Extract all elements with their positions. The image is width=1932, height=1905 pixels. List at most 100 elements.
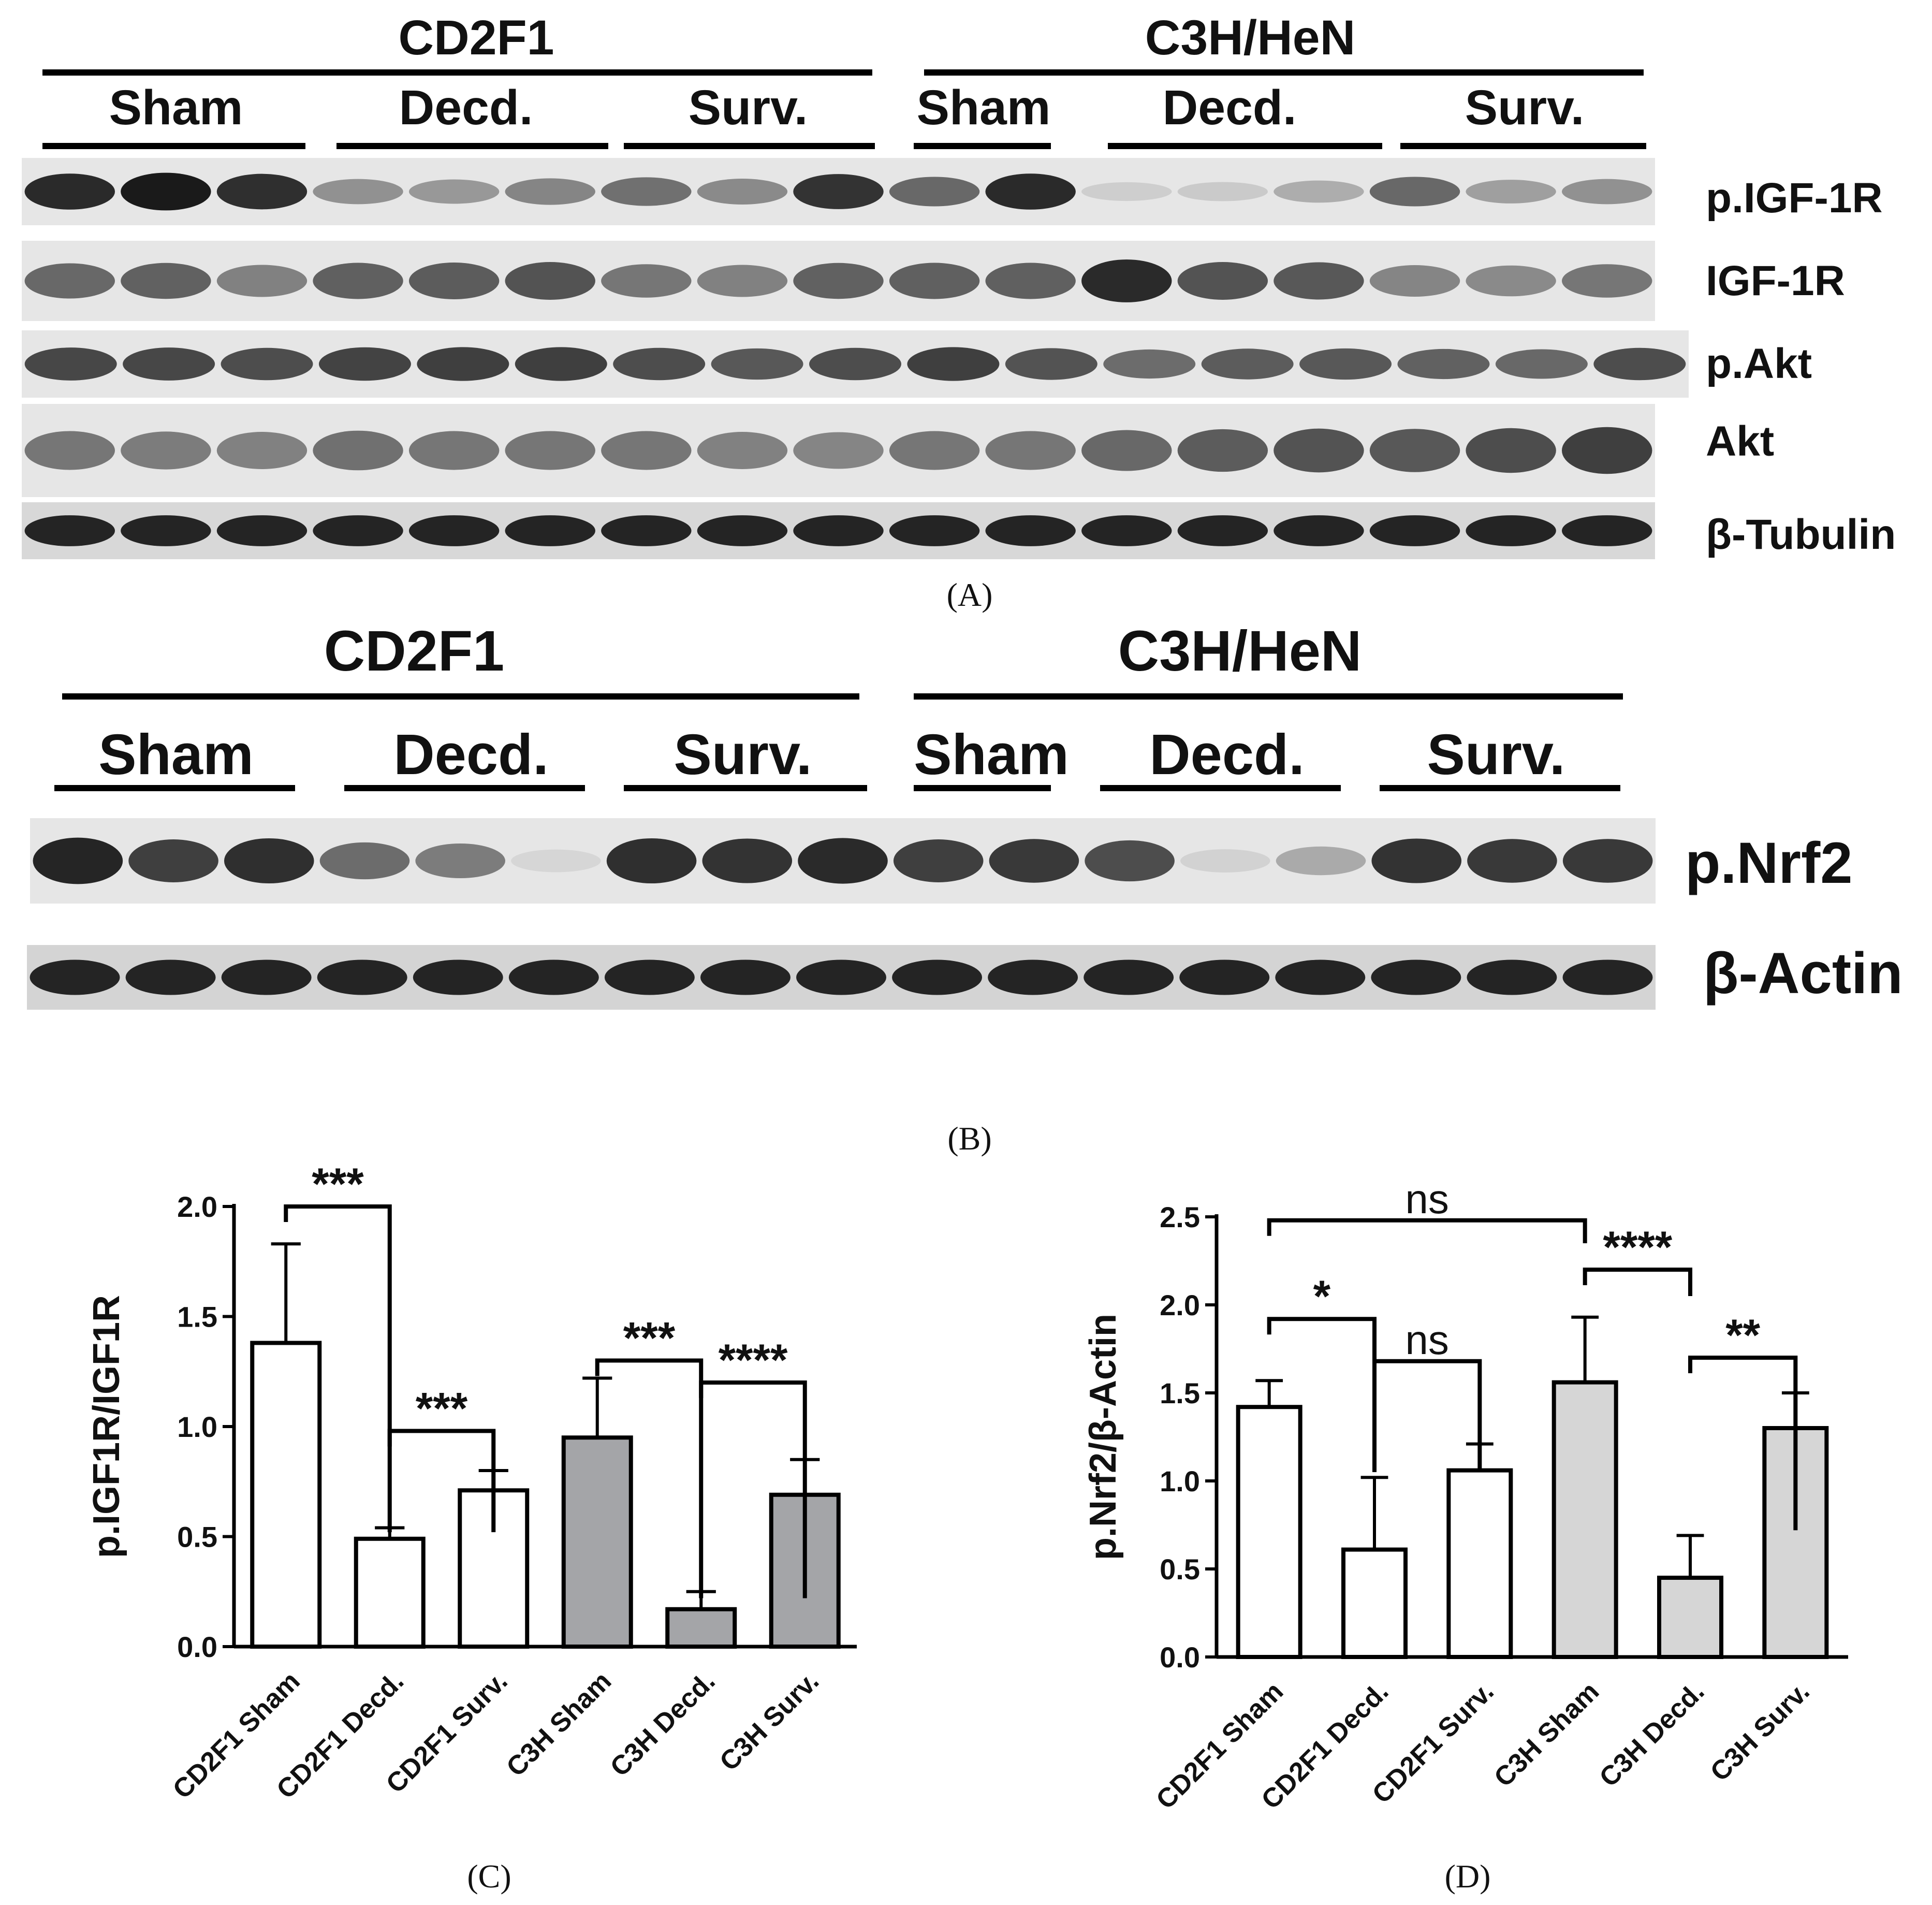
band-mark xyxy=(697,179,788,205)
band-mark xyxy=(1274,428,1364,473)
category-label: C3H Surv. xyxy=(1705,1676,1816,1787)
band-mark xyxy=(313,430,403,471)
bar xyxy=(561,1435,633,1649)
band-mark xyxy=(30,959,120,995)
band-mark xyxy=(318,347,411,381)
group-label: Surv. xyxy=(689,80,808,135)
band-mark xyxy=(1561,264,1652,298)
y-tick-label: 0.0 xyxy=(177,1631,217,1663)
y-tick-label: 2.0 xyxy=(1160,1289,1200,1321)
y-axis-label: p.Nrf2/β-Actin xyxy=(1082,1314,1124,1560)
band-mark xyxy=(1081,515,1172,546)
band-mark xyxy=(216,432,308,469)
band-mark xyxy=(793,263,884,299)
significance-label: ** xyxy=(1725,1311,1760,1360)
band-mark xyxy=(505,262,595,300)
y-tick-label: 1.5 xyxy=(1160,1377,1200,1409)
significance-label: *** xyxy=(312,1159,364,1209)
band-mark xyxy=(313,263,403,299)
y-tick-label: 1.0 xyxy=(1160,1465,1200,1497)
band-mark xyxy=(1562,959,1653,995)
band-mark xyxy=(613,347,706,381)
band-mark xyxy=(1177,429,1268,472)
group-label: Sham xyxy=(98,723,254,787)
band-label: IGF-1R xyxy=(1706,257,1845,304)
band-label: β-Actin xyxy=(1703,941,1903,1006)
band-mark xyxy=(1495,349,1588,379)
band-mark xyxy=(1371,838,1462,883)
group-label: Surv. xyxy=(674,723,812,787)
band-mark xyxy=(313,515,403,546)
band-mark xyxy=(24,347,117,381)
band-mark xyxy=(989,839,1079,883)
significance-label: ns xyxy=(1405,1317,1449,1363)
band-mark xyxy=(505,431,595,470)
band-mark xyxy=(1274,180,1364,203)
bar xyxy=(1446,1468,1513,1660)
bar xyxy=(1552,1380,1618,1660)
bar xyxy=(250,1341,322,1649)
band-mark xyxy=(702,838,793,883)
significance-bracket xyxy=(1688,1356,1798,1531)
band-mark xyxy=(216,173,308,210)
band-mark xyxy=(1467,959,1557,995)
group-label: Decd. xyxy=(1149,723,1305,787)
y-tick-label: 0.5 xyxy=(177,1521,217,1553)
significance-bracket xyxy=(1583,1268,1692,1296)
band-mark xyxy=(1561,515,1652,546)
band-mark xyxy=(697,515,788,546)
bar xyxy=(665,1607,737,1649)
band-mark xyxy=(985,431,1076,470)
significance-bracket xyxy=(595,1358,704,1598)
band-mark xyxy=(413,959,503,995)
band-mark xyxy=(793,432,884,469)
band-mark xyxy=(606,838,697,884)
group-label: Decd. xyxy=(399,80,533,135)
band-mark xyxy=(604,959,695,995)
panel_b-panel: CD2F1 C3H/HeN Sham Decd. Surv. Sham Decd. Surv.… xyxy=(27,619,1903,1157)
band-mark xyxy=(128,839,218,882)
band-mark xyxy=(1369,515,1460,546)
group-label: Sham xyxy=(914,723,1069,787)
band-mark xyxy=(907,347,1000,381)
band-mark xyxy=(121,431,211,470)
band-mark xyxy=(985,263,1076,299)
group-label: Sham xyxy=(917,80,1051,135)
band-mark xyxy=(1397,348,1490,380)
band-mark xyxy=(1081,182,1172,201)
band-label: p.Nrf2 xyxy=(1685,831,1853,895)
significance-bracket xyxy=(1267,1317,1377,1472)
band-mark xyxy=(1299,348,1392,380)
band-mark xyxy=(1275,959,1366,995)
band-mark xyxy=(1562,839,1653,883)
band-mark xyxy=(892,959,983,995)
band-mark xyxy=(793,515,884,546)
band-mark xyxy=(33,837,123,884)
band-mark xyxy=(700,959,791,995)
band-mark xyxy=(889,177,980,207)
y-axis-label: p.IGF1R/IGF1R xyxy=(86,1295,127,1558)
category-label: C3H Surv. xyxy=(714,1666,825,1777)
band-mark xyxy=(1180,849,1270,872)
significance-label: *** xyxy=(416,1384,468,1434)
band-mark xyxy=(121,172,211,211)
significance-label: **** xyxy=(719,1335,788,1385)
band-mark xyxy=(221,959,312,995)
band-mark xyxy=(1081,259,1172,302)
band-mark xyxy=(1466,180,1556,203)
band-mark xyxy=(1177,182,1268,201)
group-label: Surv. xyxy=(1427,723,1565,787)
significance-label: ns xyxy=(1405,1176,1449,1222)
strain-label: CD2F1 xyxy=(399,10,554,65)
y-tick-label: 2.5 xyxy=(1160,1201,1200,1233)
band-mark xyxy=(601,177,692,206)
band-mark xyxy=(1593,347,1686,381)
category-label: C3H Sham xyxy=(1488,1676,1605,1793)
significance-bracket xyxy=(387,1429,496,1532)
band-label: β-Tubulin xyxy=(1706,511,1896,558)
band-mark xyxy=(1369,429,1460,472)
bar xyxy=(458,1488,530,1649)
